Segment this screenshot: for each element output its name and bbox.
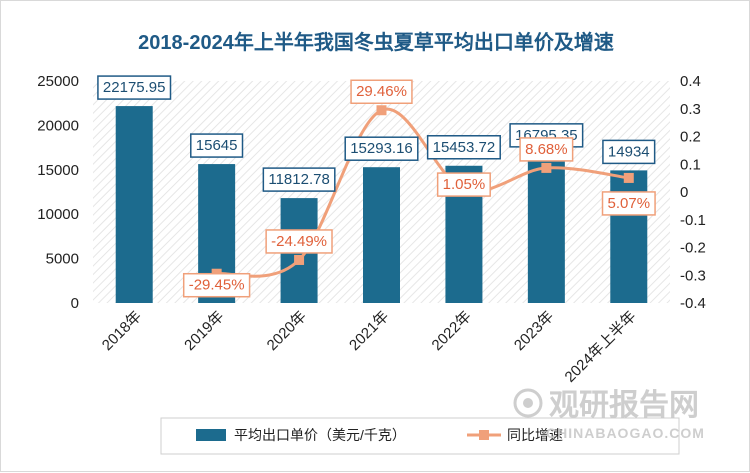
line-value-label-text: 5.07%	[608, 195, 651, 212]
y-left-tick-label: 20000	[37, 117, 79, 134]
line-value-label: 5.07%	[601, 191, 656, 216]
y-right-tick-label: -0.4	[680, 295, 706, 312]
bar-value-label-text: 15293.16	[350, 140, 413, 157]
y-right-tick-label: -0.3	[680, 267, 706, 284]
line-value-label: -29.45%	[182, 272, 251, 298]
x-tick-label: 2018年	[99, 308, 145, 354]
y-left-tick-label: 10000	[37, 206, 79, 223]
y-left-tick-label: 25000	[37, 73, 79, 90]
y-left-tick-label: 15000	[37, 162, 79, 179]
line-value-label-text: -24.49%	[271, 233, 327, 250]
y-left-tick-label: 5000	[46, 251, 79, 268]
watermark-logo-icon	[513, 388, 543, 418]
line-point	[376, 105, 387, 116]
bar-value-label-box	[97, 75, 172, 100]
y-right-tick-label: 0.2	[680, 129, 701, 146]
y-right-tick-label: 0.1	[680, 156, 701, 173]
y-right-tick-label: -0.2	[680, 240, 706, 257]
line-value-label: 29.46%	[350, 79, 413, 104]
legend-box	[160, 417, 680, 455]
y-right-tick-label: 0.4	[680, 73, 701, 90]
line-point	[541, 162, 552, 173]
x-axis-labels: 2018年 2019年 2020年 2021年 2022年 2023年 2024年上半年	[99, 308, 640, 386]
bar-value-label-text: 14934	[608, 143, 650, 160]
y-left-tick-label: 0	[71, 295, 79, 312]
watermark-logo-dot	[523, 398, 533, 408]
line-value-label: 1.05%	[436, 172, 491, 197]
y-right-tick-label: 0	[680, 184, 688, 201]
x-tick-label: 2020年	[264, 308, 310, 354]
line-value-label-text: 29.46%	[356, 83, 407, 100]
x-tick-label: 2019年	[181, 308, 227, 354]
line-point	[623, 172, 634, 183]
bar-value-label-box	[262, 167, 336, 192]
line-value-label-text: -29.45%	[189, 277, 245, 294]
x-tick-label: 2024年上半年	[562, 308, 640, 386]
legend-line-label: 同比增速	[507, 427, 563, 443]
line-value-label: -24.49%	[265, 229, 333, 254]
bar-value-label-text: 22175.95	[103, 79, 166, 96]
line-value-label-box	[182, 272, 251, 298]
y-right-tick-label: -0.1	[680, 212, 706, 229]
line-value-label-box	[519, 137, 574, 162]
bar-value-label: 15293.16	[344, 136, 419, 161]
bar-value-label: 22175.95	[97, 75, 172, 100]
legend-bar-label: 平均出口单价（美元/千克）	[234, 427, 406, 443]
line-value-label-box	[436, 172, 491, 197]
bar-value-label-box	[344, 136, 419, 161]
line-value-label-box	[601, 191, 656, 216]
y-right-tick-label: 0.3	[680, 101, 701, 118]
bar-value-label: 14934	[602, 139, 656, 165]
line-point	[294, 254, 305, 265]
bar	[363, 167, 400, 303]
bar	[115, 106, 153, 303]
chart-title: 2018-2024年上半年我国冬虫夏草平均出口单价及增速	[138, 30, 614, 54]
line-value-label: 8.68%	[519, 137, 574, 162]
line-value-label-text: 1.05%	[443, 176, 486, 193]
bar-value-label-box	[426, 135, 501, 160]
watermark-brand: 观研报告网	[549, 389, 699, 422]
line-value-label-box	[265, 229, 333, 254]
bar-value-label: 15645	[190, 133, 244, 158]
bar	[610, 170, 648, 303]
legend-line-marker	[479, 430, 489, 440]
watermark-url: CHINABAOGAO.COM	[546, 425, 705, 441]
bar-series	[115, 106, 648, 303]
x-tick-label: 2021年	[346, 308, 392, 354]
right-y-axis: -0.4 -0.3 -0.2 -0.1 0 0.1 0.2 0.3 0.4	[680, 73, 706, 312]
x-tick-label: 2023年	[511, 308, 557, 354]
x-tick-label: 2022年	[429, 308, 475, 354]
bar-value-label-text: 15453.72	[433, 139, 496, 156]
left-y-axis: 0 5000 10000 15000 20000 25000	[37, 73, 79, 312]
bar-value-label-text: 15645	[196, 137, 238, 154]
bar	[527, 153, 565, 303]
legend-bar-swatch	[196, 429, 226, 441]
watermark: 观研报告网 CHINABAOGAO.COM	[513, 388, 705, 441]
bar-value-label-text: 11812.78	[268, 171, 329, 188]
bar-value-label: 11812.78	[262, 167, 336, 192]
bar-value-label: 15453.72	[426, 135, 501, 160]
line-value-label-box	[350, 79, 413, 104]
bar-value-label-box	[602, 139, 656, 165]
line-value-label-text: 8.68%	[525, 141, 568, 158]
legend: 平均出口单价（美元/千克） 同比增速	[160, 417, 680, 455]
bar-value-label-box	[190, 133, 244, 158]
